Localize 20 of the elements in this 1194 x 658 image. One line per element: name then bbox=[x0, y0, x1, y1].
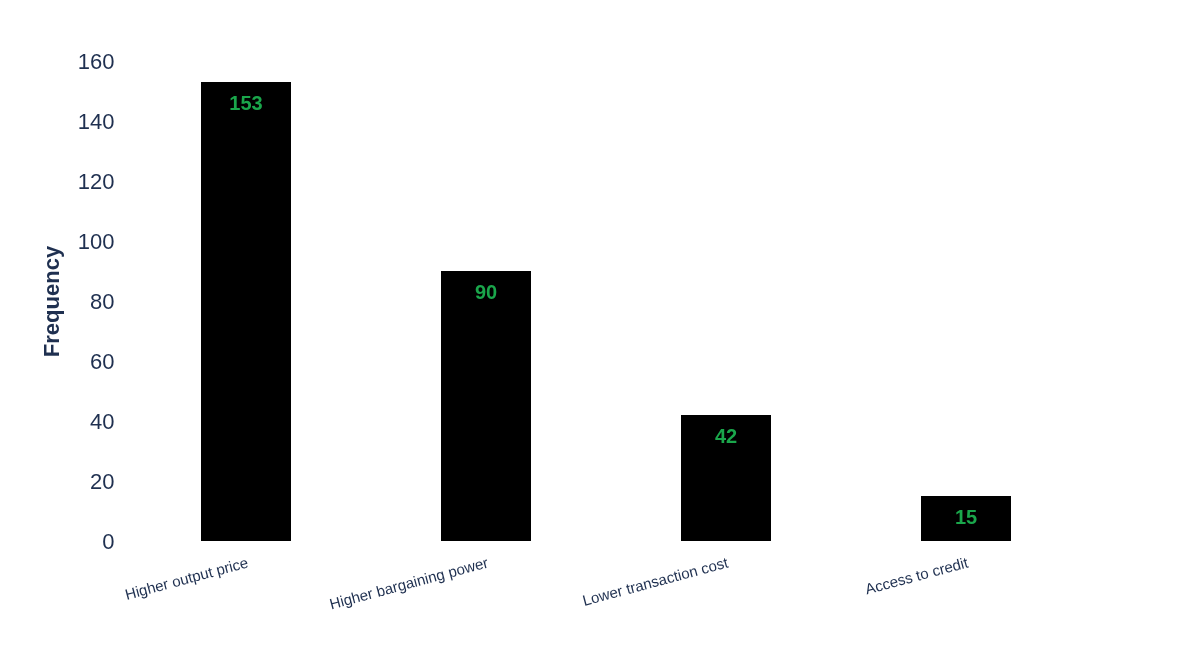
bar bbox=[921, 496, 1011, 541]
y-tick-label: 0 bbox=[102, 528, 115, 554]
y-tick-label: 20 bbox=[90, 468, 115, 494]
bar bbox=[441, 271, 531, 541]
x-tick-label: Higher output price bbox=[123, 553, 250, 603]
data-label: 90 bbox=[474, 281, 498, 303]
y-tick-label: 40 bbox=[90, 408, 115, 434]
bar bbox=[201, 82, 291, 541]
y-tick-label: 100 bbox=[77, 228, 115, 254]
data-label: 42 bbox=[714, 425, 738, 447]
y-tick-label: 80 bbox=[90, 288, 115, 314]
y-tick-label: 160 bbox=[77, 48, 115, 74]
data-label: 15 bbox=[954, 506, 978, 528]
y-tick-label: 60 bbox=[90, 348, 115, 374]
y-tick-label: 120 bbox=[77, 168, 115, 194]
y-tick-label: 140 bbox=[77, 108, 115, 134]
data-label: 153 bbox=[229, 92, 263, 114]
x-tick-label: Access to credit bbox=[863, 553, 971, 598]
bar bbox=[681, 415, 771, 541]
y-axis-title: Frequency bbox=[38, 245, 64, 358]
